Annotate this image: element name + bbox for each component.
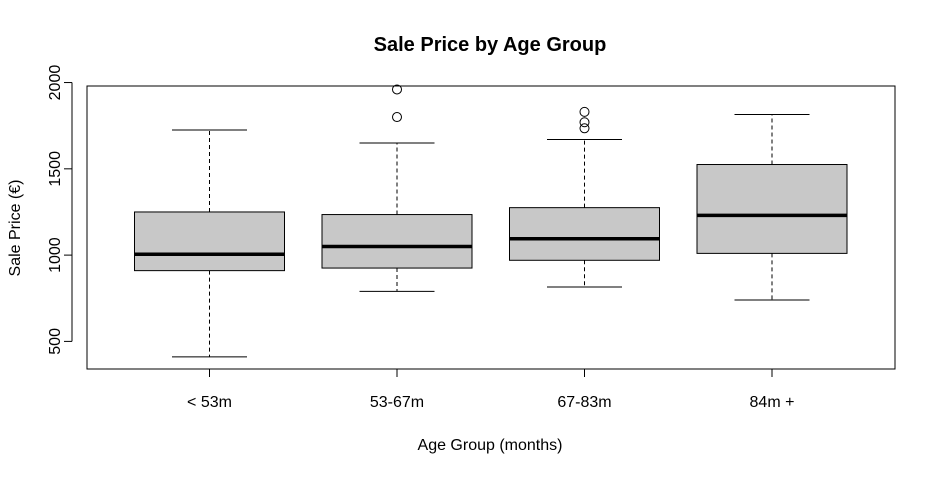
outlier-point <box>392 84 402 95</box>
iqr-box <box>321 214 473 269</box>
y-tick-label: 1000 <box>47 237 64 273</box>
y-axis: 500 1000 1500 2000 <box>47 65 73 355</box>
y-tick-label: 2000 <box>47 65 64 101</box>
x-axis-label: Age Group (months) <box>418 437 563 454</box>
boxes-group <box>134 84 848 358</box>
y-tick-label: 1500 <box>47 151 64 187</box>
outlier-point <box>392 112 402 123</box>
outlier-point <box>579 123 590 134</box>
iqr-box <box>696 164 848 254</box>
iqr-box <box>134 211 285 272</box>
x-tick-label: 53-67m <box>370 394 424 411</box>
x-axis: < 53m 53-67m 67-83m 84m + <box>187 368 795 411</box>
box-2 <box>321 84 473 292</box>
y-axis-label: Sale Price (€) <box>7 180 24 277</box>
y-tick-label: 500 <box>47 328 64 355</box>
box-4 <box>696 113 848 301</box>
outlier-point <box>579 106 590 117</box>
box-3 <box>509 106 660 288</box>
chart-title: Sale Price by Age Group <box>374 34 607 56</box>
x-tick-label: 67-83m <box>557 394 611 411</box>
x-tick-label: 84m + <box>750 394 795 411</box>
box-1 <box>134 129 285 358</box>
iqr-box <box>509 207 660 261</box>
outlier-point <box>579 117 590 128</box>
x-tick-label: < 53m <box>187 394 232 411</box>
